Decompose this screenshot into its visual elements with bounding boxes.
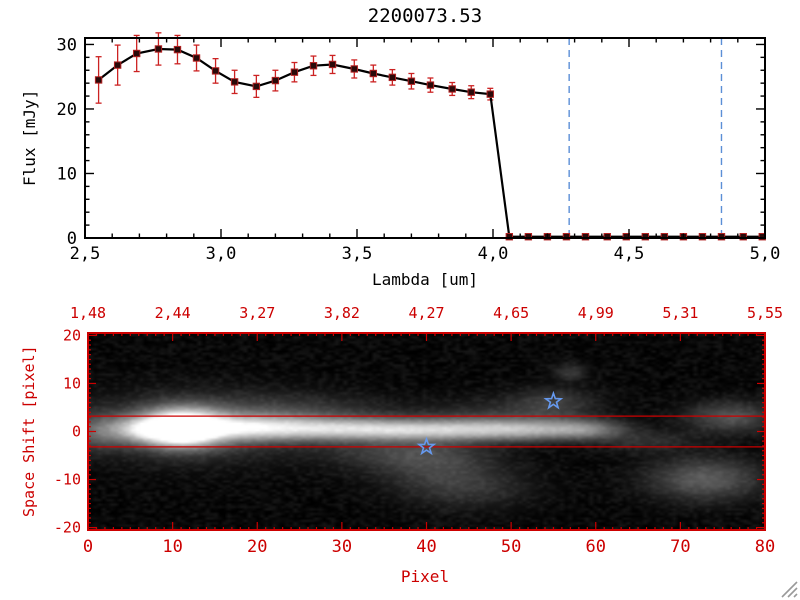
spectral-image[interactable] xyxy=(89,334,764,529)
svg-text:4,99: 4,99 xyxy=(578,304,614,322)
svg-text:20: 20 xyxy=(247,537,267,557)
pixel-axis-label: Pixel xyxy=(400,567,450,586)
svg-text:4,5: 4,5 xyxy=(614,244,645,264)
svg-text:0: 0 xyxy=(67,229,77,249)
page-title: 2200073.53 xyxy=(367,5,483,27)
svg-text:70: 70 xyxy=(670,537,690,557)
svg-text:5,0: 5,0 xyxy=(750,244,781,264)
flux-markers xyxy=(94,45,766,241)
svg-text:1,48: 1,48 xyxy=(70,304,106,322)
extraction-window-lines xyxy=(88,415,765,448)
star-marker[interactable] xyxy=(543,390,564,410)
svg-text:30: 30 xyxy=(332,537,352,557)
svg-text:3,82: 3,82 xyxy=(324,304,360,322)
flux-spectrum-panel: 2,5 3,0 3,5 4,0 4,5 5,0 0 10 20 30 xyxy=(57,32,781,264)
wavelength-axis-labels: 1,48 2,44 3,27 3,82 4,27 4,65 4,99 5,31 5,55 xyxy=(70,304,783,322)
svg-text:4,27: 4,27 xyxy=(408,304,444,322)
svg-text:60: 60 xyxy=(586,537,606,557)
svg-text:3,0: 3,0 xyxy=(206,244,237,264)
flux-axis-label: Flux [mJy] xyxy=(20,89,39,186)
spectrum-frame xyxy=(84,37,766,239)
svg-text:20: 20 xyxy=(63,326,81,344)
svg-text:0: 0 xyxy=(72,423,81,441)
image-axes-overlay: 1,48 2,44 3,27 3,82 4,27 4,65 4,99 5,31 5,550 10 2… xyxy=(54,304,783,557)
svg-text:10: 10 xyxy=(57,164,77,184)
resize-grip-icon[interactable] xyxy=(778,578,798,598)
flux-line xyxy=(97,47,763,238)
svg-text:0: 0 xyxy=(83,537,93,557)
svg-text:20: 20 xyxy=(57,100,77,120)
spectrum-ticks xyxy=(84,38,766,239)
cutoff-vlines xyxy=(568,38,723,238)
svg-text:5,31: 5,31 xyxy=(662,304,698,322)
svg-text:80: 80 xyxy=(755,537,775,557)
svg-text:50: 50 xyxy=(501,537,521,557)
svg-text:10: 10 xyxy=(162,537,182,557)
svg-text:40: 40 xyxy=(416,537,436,557)
image-ticks xyxy=(87,333,766,530)
error-bars xyxy=(95,32,766,239)
svg-text:4,0: 4,0 xyxy=(478,244,509,264)
lambda-axis-label: Lambda [um] xyxy=(372,270,478,289)
svg-text:-20: -20 xyxy=(54,519,81,537)
svg-text:5,55: 5,55 xyxy=(747,304,783,322)
position-markers[interactable] xyxy=(416,390,564,456)
svg-text:30: 30 xyxy=(57,35,77,55)
svg-text:2,44: 2,44 xyxy=(155,304,191,322)
svg-text:-10: -10 xyxy=(54,471,81,489)
svg-text:3,5: 3,5 xyxy=(342,244,373,264)
space-shift-tick-labels: 20 10 0 -10 -20 xyxy=(54,326,81,536)
svg-text:4,65: 4,65 xyxy=(493,304,529,322)
spectrum-tick-labels: 2,5 3,0 3,5 4,0 4,5 5,0 0 10 20 30 xyxy=(57,35,781,264)
pixel-tick-labels: 0 10 20 30 40 50 60 70 80 xyxy=(83,537,775,557)
svg-text:2,5: 2,5 xyxy=(70,244,101,264)
svg-text:10: 10 xyxy=(63,374,81,392)
svg-text:3,27: 3,27 xyxy=(239,304,275,322)
star-marker[interactable] xyxy=(416,436,437,456)
image-frame xyxy=(87,332,766,531)
space-shift-axis-label: Space Shift [pixel] xyxy=(20,345,38,517)
